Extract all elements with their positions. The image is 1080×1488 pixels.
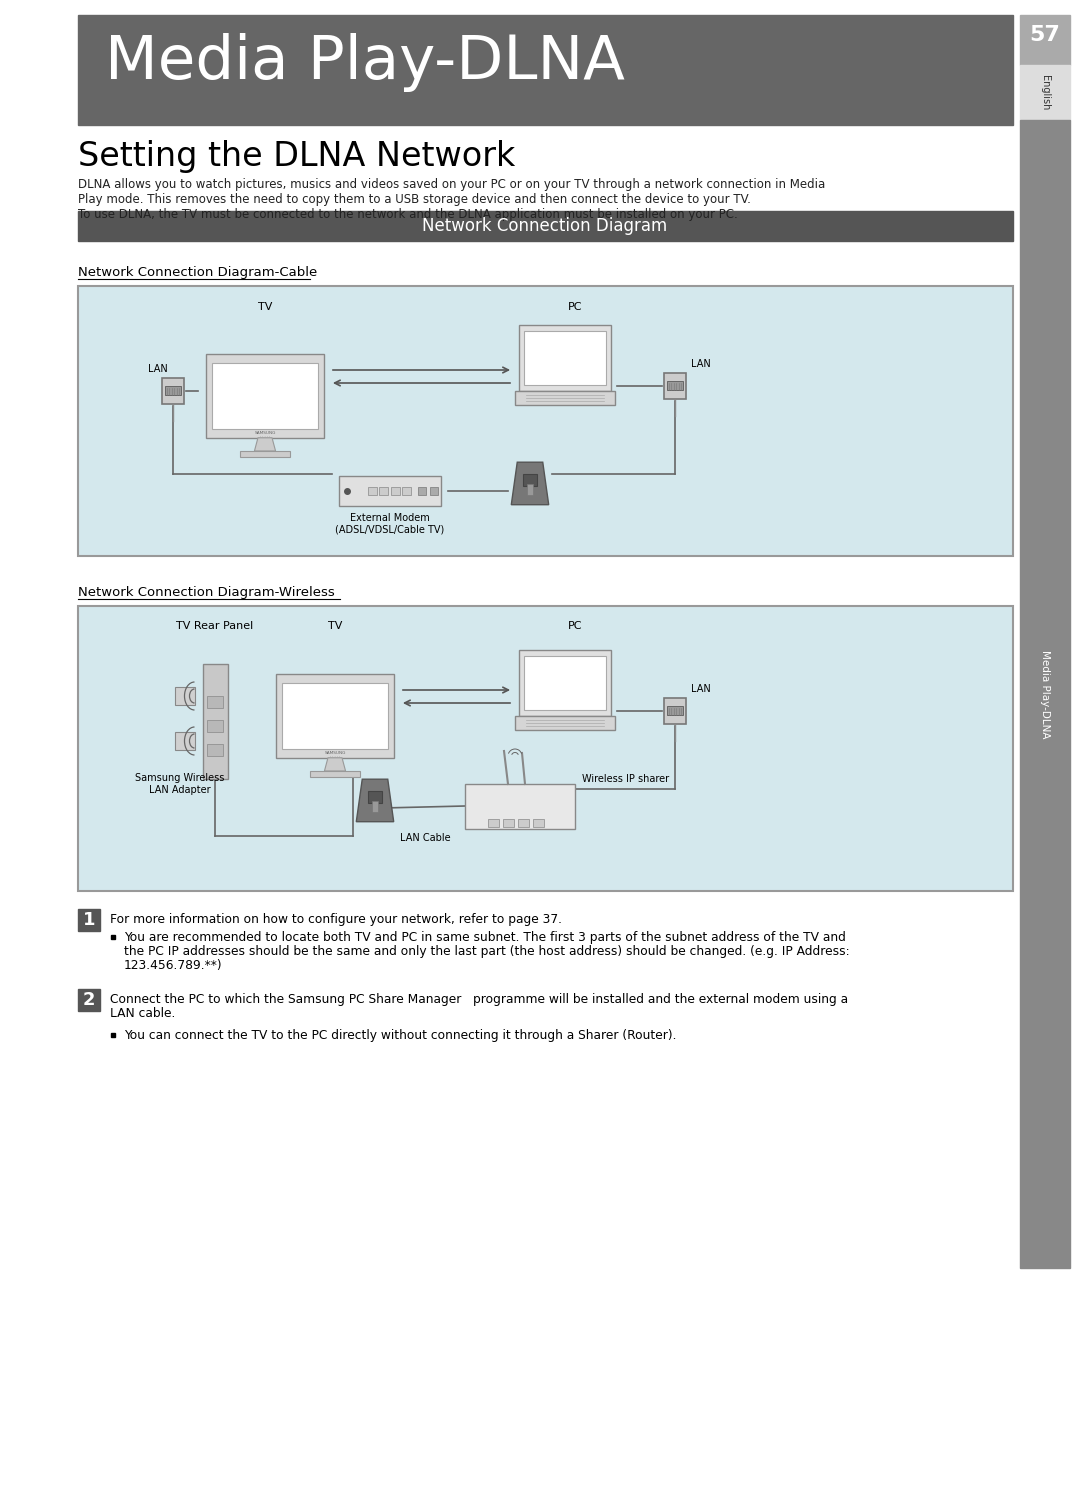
Bar: [465, 784, 575, 829]
Bar: [339, 476, 441, 506]
Text: the PC IP addresses should be the same and only the last part (the host address): the PC IP addresses should be the same a…: [124, 945, 850, 958]
Text: You are recommended to locate both TV and PC in same subnet. The first 3 parts o: You are recommended to locate both TV an…: [124, 931, 846, 943]
Text: PC: PC: [568, 620, 582, 631]
Text: SAMSUNG: SAMSUNG: [254, 432, 275, 436]
Bar: [515, 716, 615, 731]
Text: TV: TV: [328, 620, 342, 631]
Text: PC: PC: [568, 302, 582, 312]
Text: DLNA allows you to watch pictures, musics and videos saved on your PC or on your: DLNA allows you to watch pictures, music…: [78, 179, 825, 190]
Bar: [503, 818, 514, 827]
Bar: [275, 674, 394, 757]
Bar: [207, 696, 222, 708]
Bar: [524, 332, 606, 385]
Bar: [78, 606, 1013, 891]
Text: Media Play-DLNA: Media Play-DLNA: [1040, 650, 1050, 738]
Bar: [368, 487, 377, 496]
Bar: [175, 687, 194, 705]
Text: (ADSL/VDSL/Cable TV): (ADSL/VDSL/Cable TV): [336, 524, 445, 534]
Bar: [165, 385, 180, 396]
Bar: [418, 488, 427, 494]
Bar: [524, 656, 606, 710]
Text: For more information on how to configure your network, refer to page 37.: For more information on how to configure…: [110, 914, 562, 926]
Bar: [664, 698, 686, 723]
Bar: [664, 373, 686, 399]
Polygon shape: [356, 780, 394, 821]
Bar: [527, 484, 534, 494]
Text: Network Connection Diagram-Wireless: Network Connection Diagram-Wireless: [78, 586, 335, 600]
Text: External Modem: External Modem: [350, 513, 430, 522]
Text: LAN: LAN: [691, 684, 711, 693]
Bar: [534, 818, 544, 827]
Bar: [162, 378, 184, 403]
Text: LAN cable.: LAN cable.: [110, 1007, 175, 1019]
Polygon shape: [324, 757, 346, 771]
Bar: [523, 475, 537, 487]
Bar: [310, 771, 360, 777]
Bar: [212, 363, 319, 429]
Text: LAN Cable: LAN Cable: [400, 833, 450, 844]
Bar: [667, 381, 683, 390]
Bar: [430, 488, 437, 494]
Bar: [379, 487, 388, 496]
Polygon shape: [511, 463, 549, 504]
Bar: [207, 744, 222, 756]
Text: TV Rear Panel: TV Rear Panel: [176, 620, 254, 631]
Text: · · · · ·: · · · · ·: [260, 434, 270, 439]
Text: Setting the DLNA Network: Setting the DLNA Network: [78, 140, 515, 173]
Bar: [667, 705, 683, 716]
Text: LAN: LAN: [691, 359, 711, 369]
Bar: [78, 211, 1013, 241]
Text: Media Play-DLNA: Media Play-DLNA: [105, 33, 625, 92]
Bar: [205, 354, 324, 437]
Bar: [1020, 65, 1070, 121]
Text: 1: 1: [83, 911, 95, 929]
Bar: [372, 802, 378, 811]
Text: Wireless IP sharer: Wireless IP sharer: [582, 774, 670, 784]
Text: SAMSUNG: SAMSUNG: [324, 751, 346, 756]
Bar: [203, 664, 228, 778]
Text: Samsung Wireless: Samsung Wireless: [135, 772, 225, 783]
Text: You can connect the TV to the PC directly without connecting it through a Sharer: You can connect the TV to the PC directl…: [124, 1030, 676, 1042]
Text: TV: TV: [258, 302, 272, 312]
Bar: [391, 487, 400, 496]
Polygon shape: [255, 437, 275, 451]
Bar: [282, 683, 388, 748]
Bar: [241, 451, 289, 457]
Bar: [1020, 15, 1070, 65]
Text: English: English: [1040, 74, 1050, 110]
Bar: [207, 720, 222, 732]
Bar: [78, 909, 100, 931]
Bar: [518, 818, 529, 827]
Bar: [175, 732, 194, 750]
Text: 123.456.789.**): 123.456.789.**): [124, 958, 222, 972]
Text: 57: 57: [1029, 25, 1061, 45]
Bar: [78, 15, 1013, 125]
Bar: [515, 391, 615, 405]
Bar: [518, 650, 611, 716]
Text: · · · · ·: · · · · ·: [329, 754, 340, 759]
Text: Play mode. This removes the need to copy them to a USB storage device and then c: Play mode. This removes the need to copy…: [78, 193, 751, 205]
Bar: [403, 487, 411, 496]
Bar: [518, 324, 611, 391]
Bar: [78, 286, 1013, 557]
Bar: [488, 818, 499, 827]
Bar: [1020, 121, 1070, 1268]
Text: LAN Adapter: LAN Adapter: [149, 786, 211, 795]
Text: Network Connection Diagram-Cable: Network Connection Diagram-Cable: [78, 266, 318, 278]
Bar: [78, 990, 100, 1010]
Text: To use DLNA, the TV must be connected to the network and the DLNA application mu: To use DLNA, the TV must be connected to…: [78, 208, 738, 222]
Bar: [368, 792, 382, 804]
Text: Connect the PC to which the Samsung PC Share Manager   programme will be install: Connect the PC to which the Samsung PC S…: [110, 992, 848, 1006]
Text: LAN: LAN: [148, 365, 167, 373]
Text: 2: 2: [83, 991, 95, 1009]
Text: Network Connection Diagram: Network Connection Diagram: [422, 217, 667, 235]
